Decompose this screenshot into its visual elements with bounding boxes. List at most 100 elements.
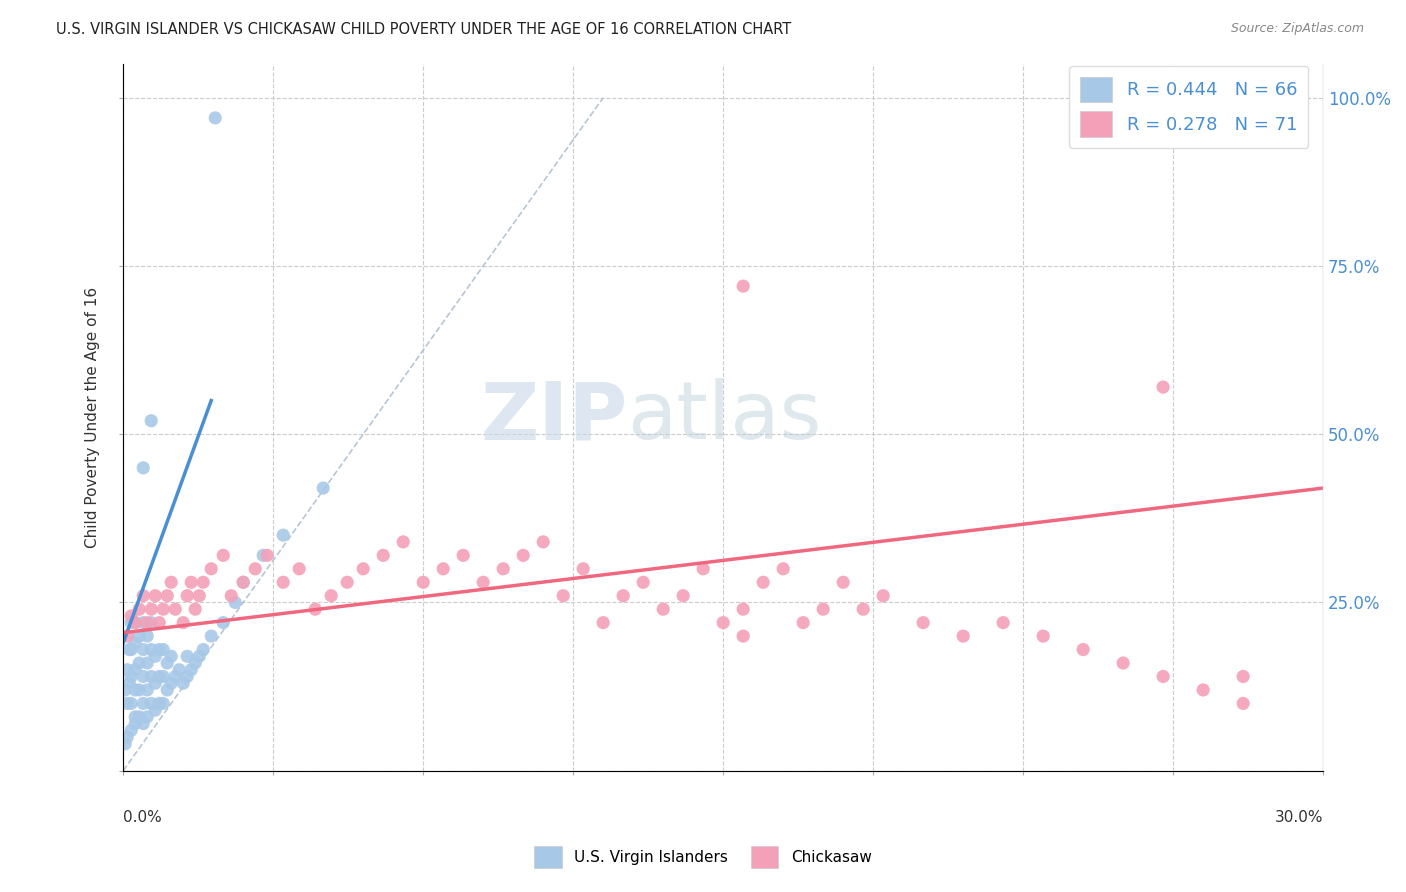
Point [120,697,142,711]
Point [1152,669,1174,683]
Point [136,629,159,643]
Point [148,697,170,711]
Point [912,615,935,630]
Legend: U.S. Virgin Islanders, Chickasaw: U.S. Virgin Islanders, Chickasaw [529,839,877,873]
Point [124,636,146,650]
Point [288,562,311,576]
Point [124,615,146,630]
Point [120,669,142,683]
Point [188,589,211,603]
Point [156,682,179,697]
Point [118,676,141,690]
Point [733,279,755,293]
Point [136,682,159,697]
Point [114,682,136,697]
Point [136,615,159,630]
Point [124,615,146,630]
Point [124,663,146,677]
Point [120,615,142,630]
Point [733,629,755,643]
Point [832,575,855,590]
Point [193,642,215,657]
Point [136,656,159,670]
Point [336,575,359,590]
Point [124,716,146,731]
Point [156,656,179,670]
Point [124,682,146,697]
Point [245,562,267,576]
Point [115,663,138,677]
Point [188,649,211,664]
Point [772,562,794,576]
Point [141,414,163,428]
Point [160,676,183,690]
Point [176,589,198,603]
Point [952,629,974,643]
Point [652,602,675,616]
Point [141,615,163,630]
Point [167,663,190,677]
Point [212,615,235,630]
Point [752,575,775,590]
Point [531,534,554,549]
Point [200,629,222,643]
Point [120,608,142,623]
Point [232,575,254,590]
Point [472,575,495,590]
Point [212,549,235,563]
Text: 0.0%: 0.0% [124,810,162,824]
Point [128,682,150,697]
Point [115,730,138,744]
Point [432,562,454,576]
Point [692,562,714,576]
Point [180,575,202,590]
Point [733,602,755,616]
Point [141,642,163,657]
Point [1071,642,1094,657]
Point [321,589,343,603]
Point [711,615,734,630]
Point [141,669,163,683]
Point [672,589,695,603]
Point [304,602,326,616]
Point [148,615,170,630]
Point [312,481,335,495]
Point [128,710,150,724]
Point [132,697,155,711]
Point [143,703,166,717]
Point [152,669,174,683]
Point [143,676,166,690]
Point [1232,697,1254,711]
Point [132,589,155,603]
Point [143,589,166,603]
Point [184,602,207,616]
Point [1112,656,1135,670]
Point [1152,380,1174,394]
Point [1032,629,1054,643]
Point [271,528,294,542]
Point [792,615,814,630]
Point [451,549,474,563]
Legend: R = 0.444   N = 66, R = 0.278   N = 71: R = 0.444 N = 66, R = 0.278 N = 71 [1069,66,1308,148]
Point [176,669,198,683]
Point [176,649,198,664]
Point [872,589,894,603]
Point [412,575,434,590]
Point [165,669,187,683]
Text: Source: ZipAtlas.com: Source: ZipAtlas.com [1230,22,1364,36]
Point [811,602,834,616]
Text: ZIP: ZIP [479,378,627,457]
Text: U.S. VIRGIN ISLANDER VS CHICKASAW CHILD POVERTY UNDER THE AGE OF 16 CORRELATION : U.S. VIRGIN ISLANDER VS CHICKASAW CHILD … [56,22,792,37]
Point [128,629,150,643]
Point [141,697,163,711]
Point [152,602,174,616]
Point [132,615,155,630]
Text: 30.0%: 30.0% [1275,810,1323,824]
Text: atlas: atlas [627,378,821,457]
Point [143,649,166,664]
Point [219,589,242,603]
Point [180,663,202,677]
Point [553,589,575,603]
Point [132,461,155,475]
Point [128,602,150,616]
